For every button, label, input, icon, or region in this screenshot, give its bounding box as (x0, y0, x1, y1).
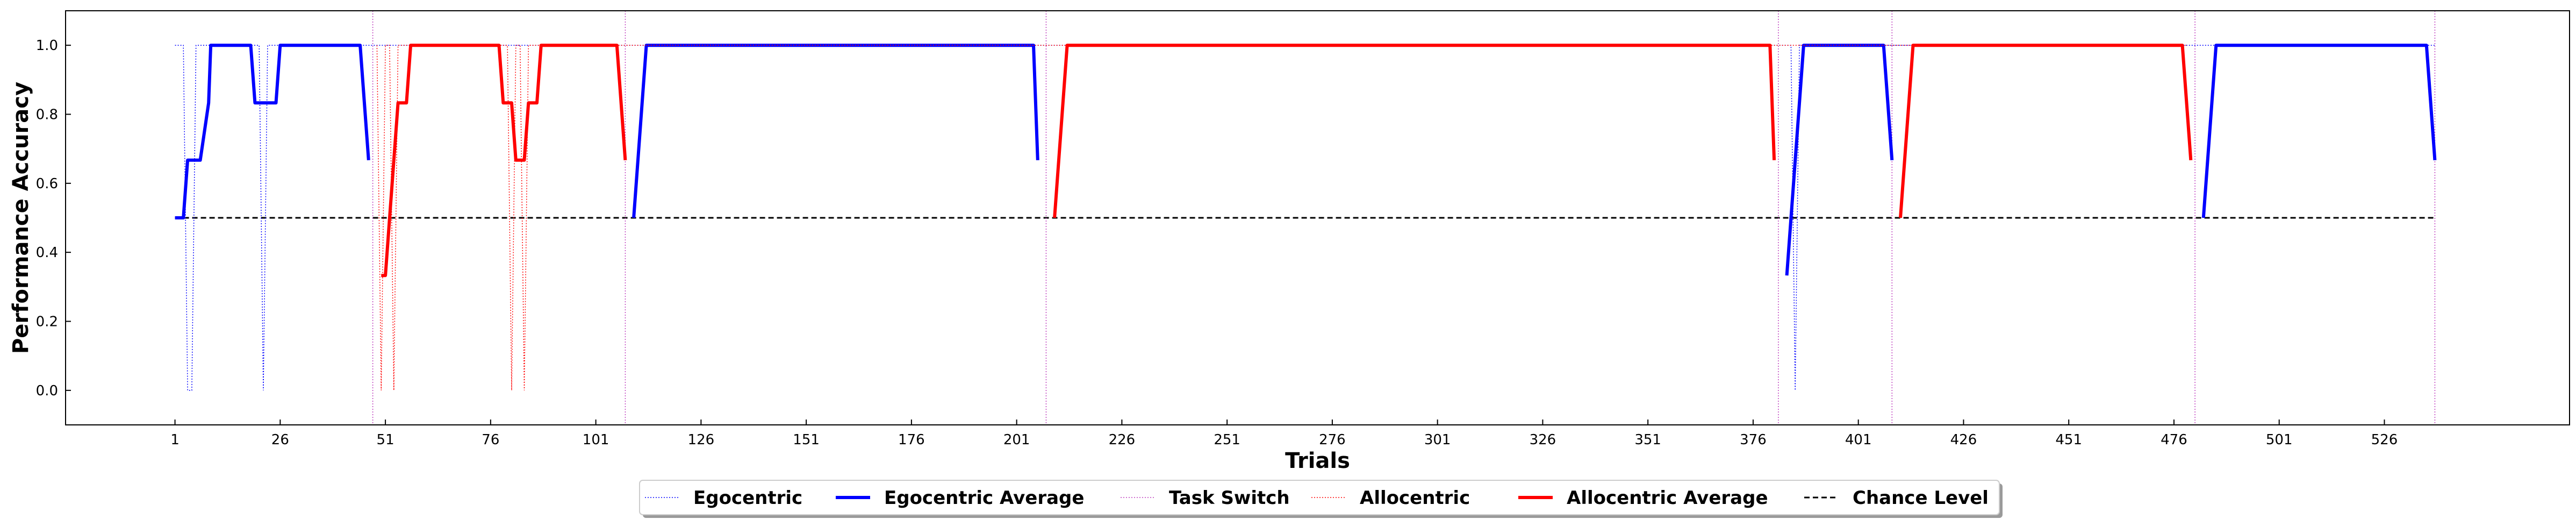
x-tick-label: 76 (482, 432, 499, 448)
allocentric-average-line (1053, 44, 1776, 218)
y-tick-label: 0.2 (36, 314, 58, 330)
legend-label: Egocentric (693, 487, 802, 509)
legend-label: Allocentric (1360, 487, 1470, 509)
y-tick-label: 0.6 (36, 176, 58, 192)
x-tick-label: 1 (170, 432, 180, 448)
legend-label: Chance Level (1853, 487, 1989, 509)
x-tick-label: 451 (2055, 432, 2082, 448)
legend-label: Task Switch (1169, 487, 1290, 509)
x-tick-label: 151 (793, 432, 820, 448)
legend: Egocentric Egocentric Average Task Switch A… (639, 480, 2003, 518)
x-tick-label: 301 (1424, 432, 1451, 448)
x-tick-label: 226 (1109, 432, 1136, 448)
egocentric-average-line (1785, 44, 1894, 276)
x-tick-label: 401 (1845, 432, 1872, 448)
egocentric-line (175, 45, 2435, 391)
x-tick-label: 526 (2371, 432, 2398, 448)
legend-label: Egocentric Average (884, 487, 1084, 509)
y-tick-label: 0.4 (36, 245, 58, 261)
x-tick-label: 376 (1740, 432, 1767, 448)
x-tick-label: 201 (1003, 432, 1030, 448)
legend-label: Allocentric Average (1567, 487, 1768, 509)
axes-frame (65, 10, 2570, 425)
x-tick-label: 326 (1530, 432, 1556, 448)
y-tick-label: 0.8 (36, 107, 58, 123)
egocentric-average-line (2201, 44, 2437, 218)
x-tick-label: 276 (1319, 432, 1346, 448)
plot-area (175, 11, 2437, 425)
egocentric-average-line (632, 44, 1039, 218)
x-axis-ticks: 1 26 51 76 101 126 151 176 201 226 251 276 301 326 351… (170, 420, 2398, 448)
y-tick-label: 1.0 (36, 38, 58, 54)
x-tick-label: 176 (898, 432, 925, 448)
x-tick-label: 476 (2161, 432, 2187, 448)
x-tick-label: 351 (1634, 432, 1661, 448)
y-axis-label: Performance Accuracy (9, 82, 33, 354)
x-tick-label: 501 (2266, 432, 2293, 448)
x-tick-label: 101 (583, 432, 609, 448)
x-tick-label: 251 (1214, 432, 1240, 448)
x-tick-label: 126 (688, 432, 715, 448)
x-axis-label: Trials (1285, 449, 1350, 473)
allocentric-average-line (1899, 44, 2193, 218)
allocentric-line (376, 45, 2187, 390)
x-tick-label: 26 (271, 432, 289, 448)
allocentric-average-line (381, 44, 627, 278)
x-tick-label: 51 (377, 432, 394, 448)
egocentric-average-line (175, 44, 370, 219)
x-tick-label: 426 (1950, 432, 1977, 448)
y-axis-ticks: 0.0 0.2 0.4 0.6 0.8 1.0 (36, 38, 71, 399)
y-tick-label: 0.0 (36, 383, 58, 399)
